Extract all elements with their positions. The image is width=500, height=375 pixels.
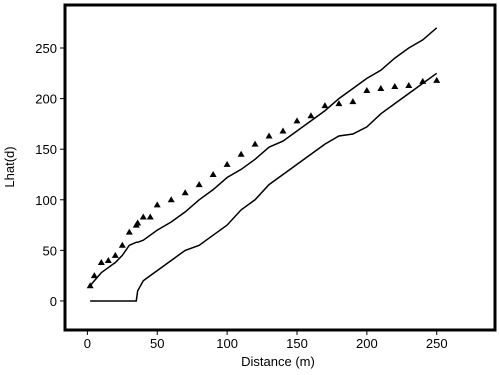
data-point <box>118 241 126 248</box>
data-point <box>146 213 154 220</box>
data-point <box>405 81 413 88</box>
data-point <box>153 201 161 208</box>
x-tick-label: 200 <box>356 336 378 351</box>
y-axis-label: Lhat(d) <box>2 146 17 187</box>
plot-frame <box>63 3 497 332</box>
data-point <box>181 189 189 196</box>
y-tick-label: 50 <box>43 243 57 258</box>
x-tick-label: 100 <box>216 336 238 351</box>
y-tick-label: 200 <box>35 92 57 107</box>
data-point <box>104 256 112 263</box>
x-axis-label: Distance (m) <box>241 354 315 369</box>
data-point <box>139 213 147 220</box>
data-point <box>223 160 231 167</box>
x-tick-label: 150 <box>286 336 308 351</box>
y-tick-label: 150 <box>35 142 57 157</box>
series-line <box>89 27 438 287</box>
y-tick-label: 100 <box>35 193 57 208</box>
x-tick-label: 50 <box>150 336 164 351</box>
data-point <box>433 76 441 83</box>
data-point <box>377 84 385 91</box>
data-point <box>195 181 203 188</box>
data-point <box>349 98 357 105</box>
data-point <box>90 272 98 279</box>
data-point <box>307 112 315 119</box>
series-line <box>90 72 438 302</box>
data-point <box>363 86 371 93</box>
data-point <box>265 132 273 139</box>
data-point <box>167 196 175 203</box>
data-point <box>209 170 217 177</box>
data-point <box>279 127 287 134</box>
data-point <box>321 102 329 109</box>
data-point <box>237 150 245 157</box>
data-point <box>293 117 301 124</box>
y-tick-label: 250 <box>35 41 57 56</box>
x-tick-label: 0 <box>84 336 91 351</box>
x-tick-label: 250 <box>426 336 448 351</box>
data-point <box>391 82 399 89</box>
data-point <box>251 140 259 147</box>
data-point <box>335 100 343 107</box>
data-point <box>134 219 142 226</box>
data-point <box>97 259 105 266</box>
data-point <box>125 228 133 235</box>
data-point <box>111 251 119 258</box>
y-tick-label: 0 <box>50 294 57 309</box>
